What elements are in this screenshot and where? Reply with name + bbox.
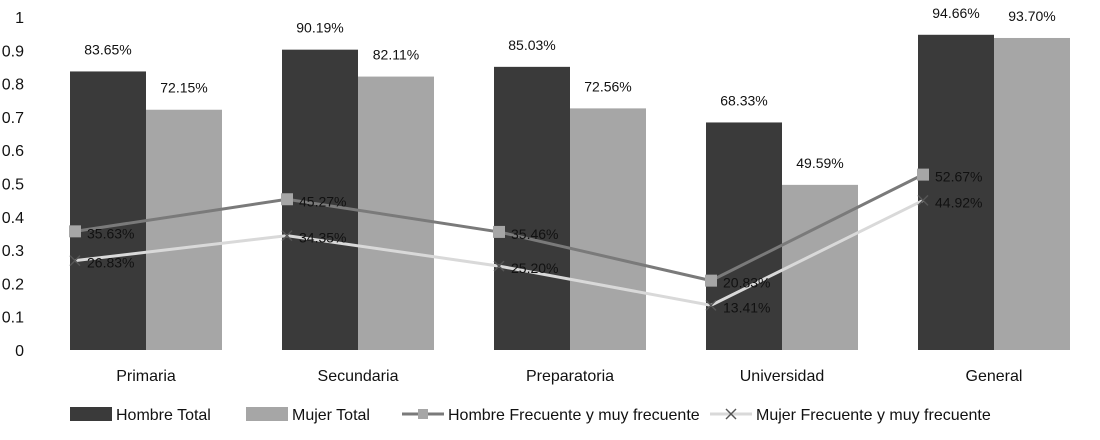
bar-data-label: 94.66% — [932, 5, 979, 21]
y-tick-label: 0.5 — [2, 177, 24, 194]
category-label: General — [966, 368, 1023, 385]
bar-data-label: 85.03% — [508, 37, 555, 53]
legend-label: Mujer Total — [292, 407, 370, 424]
line-marker-square — [493, 225, 505, 238]
category-label: Universidad — [740, 368, 824, 385]
line-marker-x — [69, 255, 81, 267]
legend-marker-square — [418, 409, 428, 419]
line-data-label: 20.83% — [723, 275, 770, 291]
legend-item: Mujer Frecuente y muy frecuente — [710, 407, 991, 424]
bars — [70, 34, 1070, 351]
y-tick-label: 1 — [15, 10, 24, 27]
y-tick-label: 0.8 — [2, 77, 24, 94]
bar-data-label: 90.19% — [296, 20, 343, 36]
legend: Hombre Total Mujer Total Hombre Frecuente … — [70, 407, 991, 424]
bar-hombre-total — [706, 122, 782, 351]
y-tick-label: 0.7 — [2, 110, 24, 127]
line-data-label: 35.46% — [511, 226, 558, 242]
bar-hombre-total — [918, 34, 994, 351]
legend-item: Mujer Total — [246, 407, 370, 424]
legend-swatch — [70, 407, 112, 421]
legend-swatch — [246, 407, 288, 421]
line-data-label: 13.41% — [723, 299, 770, 315]
bar-data-label: 49.59% — [796, 155, 843, 171]
line-data-label: 35.63% — [87, 225, 134, 241]
bar-data-label: 83.65% — [84, 41, 131, 57]
y-tick-label: 0.4 — [2, 210, 24, 227]
bar-hombre-total — [494, 66, 570, 350]
line-marker-square — [69, 225, 81, 238]
category-label: Preparatoria — [526, 368, 614, 385]
line-marker-x — [493, 260, 505, 272]
bar-hombre-total — [70, 71, 146, 351]
bar-mujer-total — [146, 109, 222, 350]
lines — [69, 168, 929, 311]
y-tick-label: 0 — [15, 343, 24, 360]
line-data-label: 25.20% — [511, 260, 558, 276]
y-tick-label: 0.3 — [2, 243, 24, 260]
line-data-label: 44.92% — [935, 194, 982, 210]
line-marker-square — [917, 168, 929, 181]
legend-item: Hombre Total — [70, 407, 211, 424]
line-data-label: 52.67% — [935, 169, 982, 185]
line-marker-square — [705, 274, 717, 287]
bar-mujer-total — [570, 108, 646, 350]
legend-label: Hombre Frecuente y muy frecuente — [448, 407, 700, 424]
data-labels: 83.65% 90.19% 85.03% 68.33% 94.66% 72.15% 82.1… — [84, 5, 1055, 316]
bar-data-label: 72.15% — [160, 80, 207, 96]
line-marker-x — [917, 194, 929, 206]
legend-label: Mujer Frecuente y muy frecuente — [756, 407, 991, 424]
line-data-label: 45.27% — [299, 193, 346, 209]
bar-mujer-total — [994, 37, 1070, 350]
line-data-label: 26.83% — [87, 255, 134, 271]
category-label: Primaria — [116, 368, 176, 385]
bar-data-label: 72.56% — [584, 78, 631, 94]
y-tick-label: 0.2 — [2, 276, 24, 293]
line-marker-square — [281, 193, 293, 206]
bar-mujer-total — [782, 184, 858, 350]
line-marker-x — [281, 230, 293, 242]
bar-data-label: 68.33% — [720, 92, 767, 108]
y-tick-label: 0.9 — [2, 43, 24, 60]
y-tick-label: 0.1 — [2, 310, 24, 327]
legend-marker-x — [725, 408, 737, 420]
line-marker-x — [705, 299, 717, 311]
y-tick-label: 0.6 — [2, 143, 24, 160]
bar-data-label: 93.70% — [1008, 8, 1055, 24]
legend-item: Hombre Frecuente y muy frecuente — [402, 407, 700, 424]
legend-label: Hombre Total — [116, 407, 211, 424]
y-axis: 0 0.1 0.2 0.3 0.4 0.5 0.6 0.7 0.8 0.9 1 — [2, 10, 24, 360]
bar-data-label: 82.11% — [373, 47, 419, 63]
category-label: Secundaria — [318, 368, 399, 385]
category-labels: Primaria Secundaria Preparatoria Universida… — [116, 368, 1022, 385]
line-data-label: 34.35% — [299, 230, 346, 246]
